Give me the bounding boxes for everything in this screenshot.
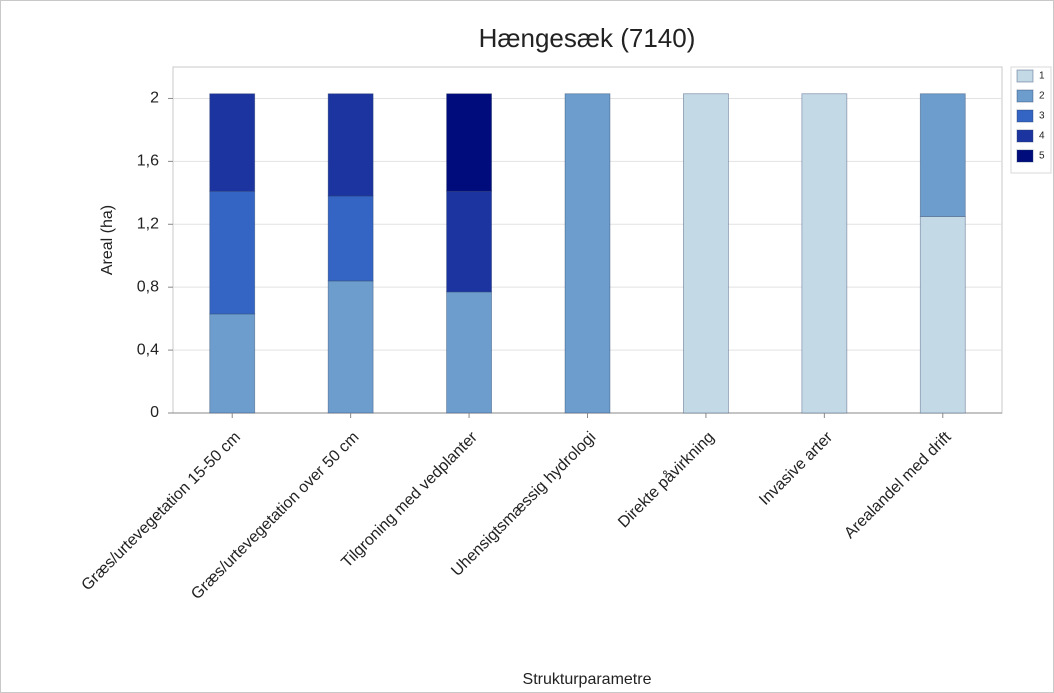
bar-segment <box>327 93 374 197</box>
legend-swatch <box>1016 129 1034 143</box>
legend-label: 4 <box>1039 131 1045 142</box>
legend-swatch <box>1016 109 1034 123</box>
y-tick-label: 1,6 <box>137 153 159 170</box>
bar-segment <box>919 93 966 217</box>
y-tick-label: 0,4 <box>137 341 159 358</box>
legend-label: 3 <box>1039 111 1045 122</box>
legend-swatch <box>1016 69 1034 83</box>
bar-segment <box>327 280 374 414</box>
legend-swatch <box>1016 89 1034 103</box>
bar-segment <box>446 93 492 192</box>
y-tick-label: 0,8 <box>137 278 159 295</box>
bar-segment <box>801 93 848 414</box>
bar-segment <box>683 93 729 414</box>
bar-segment <box>446 291 492 414</box>
y-tick-label: 1,2 <box>137 215 159 232</box>
bar-segment <box>564 93 611 414</box>
x-axis-title: Strukturparametre <box>523 671 652 688</box>
legend-label: 5 <box>1039 151 1045 162</box>
bar-segment <box>209 313 256 414</box>
bar-segment <box>327 195 374 282</box>
chart-title: Hængesæk (7140) <box>479 23 696 53</box>
bar-segment <box>446 190 492 293</box>
bar-segment <box>919 216 966 414</box>
bar-segment <box>209 93 256 192</box>
legend-swatch <box>1016 149 1034 163</box>
y-tick-label: 2 <box>150 90 159 107</box>
legend-label: 2 <box>1039 91 1045 102</box>
bar-segment <box>209 190 256 315</box>
y-axis-title: Areal (ha) <box>99 205 116 275</box>
legend-label: 1 <box>1039 71 1045 82</box>
y-tick-label: 0 <box>150 404 159 421</box>
